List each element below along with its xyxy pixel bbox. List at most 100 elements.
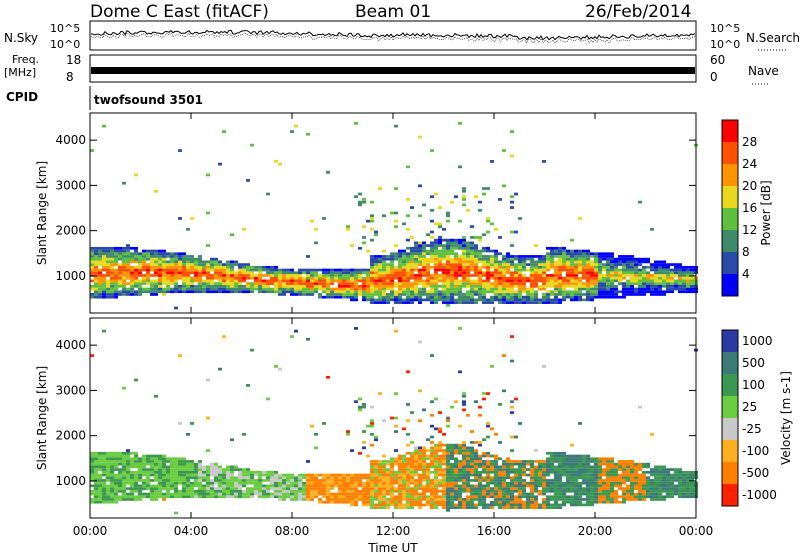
power-cell <box>106 263 110 266</box>
velocity-cell <box>362 489 366 493</box>
velocity-cell <box>94 489 98 493</box>
velocity-cell <box>570 470 574 474</box>
power-cell <box>202 284 206 288</box>
velocity-cell <box>418 473 422 477</box>
velocity-cell <box>442 481 446 485</box>
velocity-cell <box>430 498 434 501</box>
velocity-cell <box>190 492 194 496</box>
velocity-cell <box>406 451 410 455</box>
power-cell <box>114 290 118 294</box>
power-cell <box>518 298 522 302</box>
power-cell <box>458 265 462 269</box>
power-cell <box>514 284 518 288</box>
velocity-cell <box>362 498 366 501</box>
velocity-cell <box>446 446 450 450</box>
velocity-cell <box>130 460 134 463</box>
power-cell <box>626 263 630 266</box>
power-cell <box>686 284 690 288</box>
power-cell <box>110 274 114 277</box>
velocity-cell <box>478 473 482 477</box>
power-cell <box>402 293 406 296</box>
velocity-cell <box>206 465 210 469</box>
power-cell <box>282 290 286 294</box>
power-cell <box>562 257 566 261</box>
velocity-cell <box>642 487 646 490</box>
velocity-cell <box>398 492 402 496</box>
velocity-cell <box>642 465 646 469</box>
power-cell <box>238 271 242 275</box>
velocity-cell <box>614 470 618 474</box>
velocity-cell <box>370 495 374 499</box>
power-cell <box>246 271 250 275</box>
velocity-cell <box>174 465 178 469</box>
velocity-cell <box>338 484 342 488</box>
power-cell <box>406 274 410 277</box>
velocity-cell <box>554 454 558 458</box>
velocity-cell <box>114 479 118 482</box>
power-cell <box>434 252 438 256</box>
nave-tick-bottom: 0 <box>710 70 718 84</box>
velocity-cell <box>158 465 162 469</box>
velocity-cell <box>130 487 134 490</box>
power-cell <box>466 244 470 247</box>
power-cell <box>110 260 114 264</box>
velocity-cell <box>458 489 462 493</box>
velocity-cell <box>98 468 102 471</box>
velocity-cell <box>170 465 174 469</box>
power-cell <box>606 279 610 283</box>
power-cell <box>558 249 562 253</box>
velocity-cell <box>154 495 158 499</box>
power-cell <box>206 276 210 280</box>
power-cell <box>626 255 630 258</box>
velocity-cell <box>502 500 506 504</box>
power-cell <box>254 274 258 277</box>
power-cell <box>110 293 114 296</box>
power-cell <box>642 271 646 275</box>
velocity-cell <box>242 489 246 493</box>
velocity-cell <box>378 500 382 504</box>
power-cell <box>530 257 534 261</box>
velocity-cell <box>590 465 594 469</box>
power-cell <box>130 290 134 294</box>
velocity-cell <box>318 481 322 485</box>
power-cell <box>234 271 238 275</box>
power-cell <box>634 263 638 266</box>
power-cell <box>370 227 374 231</box>
velocity-cell <box>406 495 410 499</box>
power-cell <box>106 265 110 269</box>
velocity-cell <box>498 468 502 471</box>
velocity-cell <box>558 457 562 461</box>
velocity-cell <box>634 479 638 482</box>
velocity-cell <box>122 476 126 480</box>
power-cell <box>506 260 510 264</box>
velocity-cell <box>462 400 466 404</box>
power-cell <box>498 282 502 285</box>
nsearch-tick-top: 10^5 <box>710 22 740 35</box>
velocity-cell <box>394 430 398 433</box>
velocity-cell <box>614 479 618 482</box>
velocity-cell <box>678 468 682 471</box>
power-cell <box>474 257 478 261</box>
nsearch-label: N.Search <box>746 31 800 45</box>
velocity-cell <box>266 479 270 482</box>
velocity-cell <box>494 487 498 490</box>
velocity-cell <box>222 473 226 477</box>
velocity-cell <box>390 457 394 461</box>
power-cell <box>302 290 306 294</box>
velocity-cell <box>406 457 410 461</box>
velocity-cell <box>278 487 282 490</box>
power-cell <box>514 290 518 294</box>
x-tick-label: 04:00 <box>174 524 209 538</box>
velocity-cell <box>518 479 522 482</box>
velocity-cell <box>526 462 530 466</box>
power-cell <box>270 287 274 291</box>
velocity-cell <box>378 465 382 469</box>
power-cell <box>494 282 498 285</box>
power-cell <box>122 287 126 291</box>
power-cell <box>314 290 318 294</box>
velocity-cell <box>142 460 146 463</box>
velocity-cell <box>342 479 346 482</box>
power-cell <box>378 276 382 280</box>
power-cell <box>146 276 150 280</box>
power-cell <box>334 268 338 272</box>
